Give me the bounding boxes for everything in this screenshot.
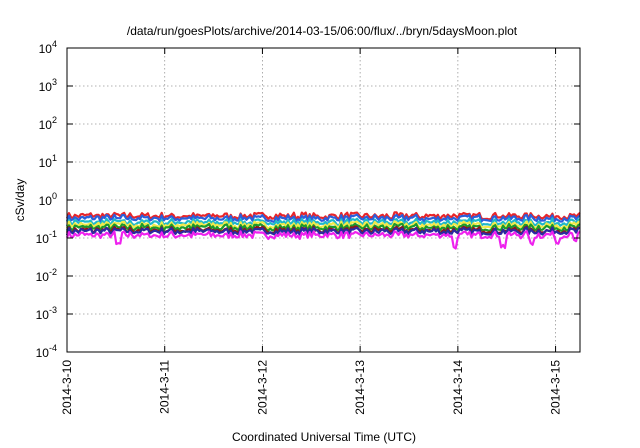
y-tick-label: 10-3 bbox=[36, 305, 57, 322]
y-tick-label: 103 bbox=[39, 77, 57, 94]
x-axis-label: Coordinated Universal Time (UTC) bbox=[232, 430, 416, 444]
y-tick-label: 100 bbox=[39, 191, 57, 208]
series-group bbox=[65, 211, 581, 250]
y-tick-label: 104 bbox=[39, 39, 57, 56]
grid bbox=[67, 48, 580, 352]
series-line bbox=[65, 220, 581, 230]
x-axis: 2014-3-10 2014-3-11 2014-3-12 2014-3-13 2014… bbox=[60, 48, 563, 415]
x-tick-label: 2014-3-15 bbox=[549, 360, 563, 415]
y-tick-label: 101 bbox=[39, 153, 57, 170]
x-tick-label: 2014-3-12 bbox=[255, 360, 269, 415]
x-tick-label: 2014-3-13 bbox=[353, 360, 367, 415]
series-line bbox=[65, 222, 581, 232]
x-tick-label: 2014-3-10 bbox=[60, 360, 74, 415]
chart-title: /data/run/goesPlots/archive/2014-03-15/0… bbox=[127, 24, 518, 38]
x-tick-label: 2014-3-14 bbox=[451, 360, 465, 415]
y-tick-label: 10-1 bbox=[36, 229, 57, 246]
series-line bbox=[65, 213, 581, 224]
series-line bbox=[65, 217, 581, 227]
y-tick-label: 10-2 bbox=[36, 267, 57, 284]
y-axis: 104 103 102 101 100 10-1 10-2 10-3 10-4 bbox=[36, 39, 580, 360]
series-line bbox=[65, 211, 581, 221]
y-tick-label: 102 bbox=[39, 115, 57, 132]
x-tick-label: 2014-3-11 bbox=[158, 360, 172, 414]
series-line bbox=[65, 226, 581, 236]
series-line bbox=[65, 230, 581, 250]
y-axis-label: cSv/day bbox=[13, 179, 27, 222]
y-tick-label: 10-4 bbox=[36, 343, 57, 360]
